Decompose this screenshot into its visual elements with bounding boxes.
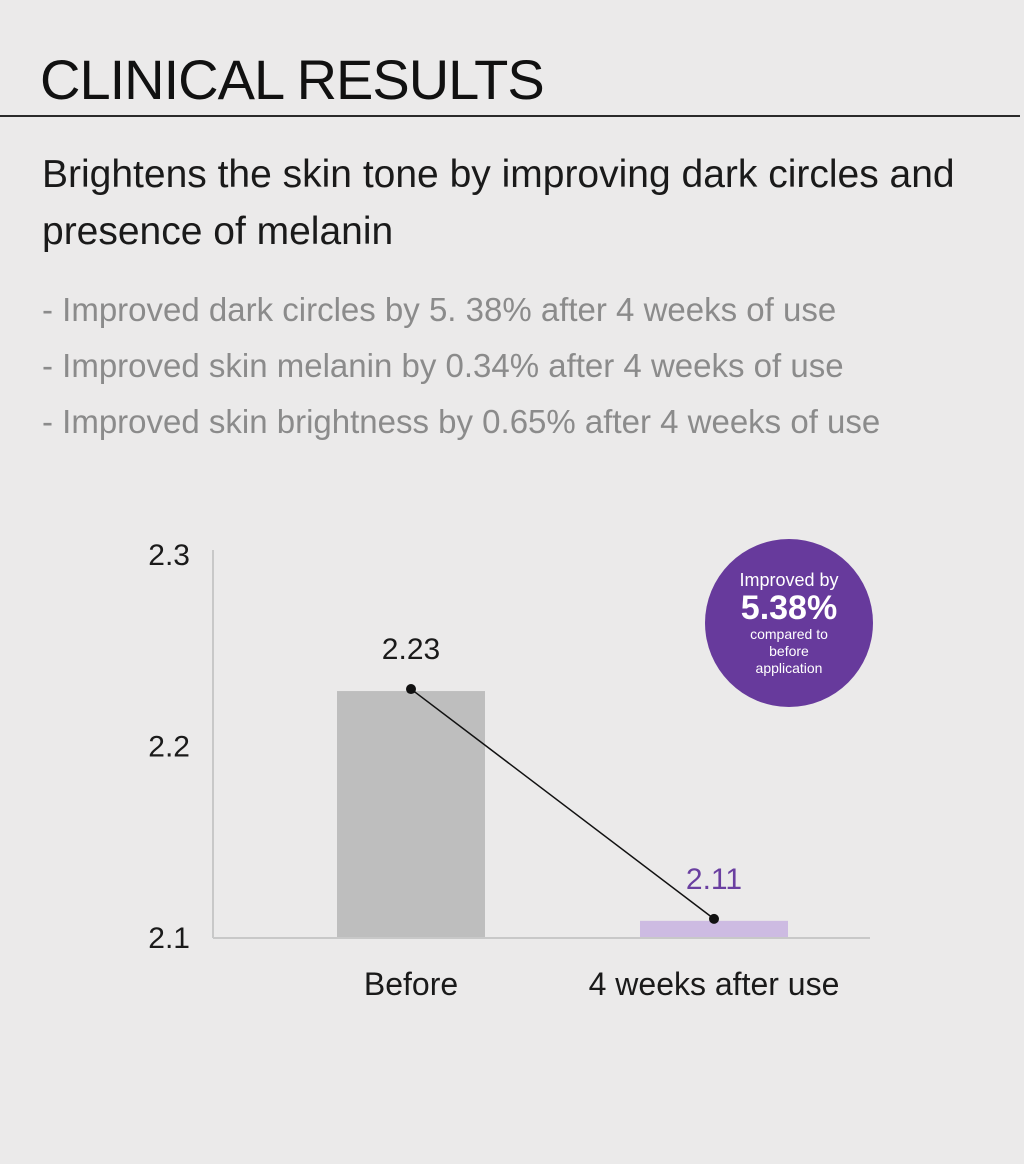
improvement-badge: Improved by 5.38% compared to before app… xyxy=(705,539,873,707)
result-item: - Improved skin melanin by 0.34% after 4… xyxy=(42,347,844,384)
data-label-1: 2.11 xyxy=(686,863,742,896)
result-item: - Improved skin brightness by 0.65% afte… xyxy=(42,403,881,440)
title-divider xyxy=(0,115,1020,117)
page-title: CLINICAL RESULTS xyxy=(40,48,545,111)
category-label-1: 4 weeks after use xyxy=(589,966,840,1002)
subtitle: Brightens the skin tone by improving dar… xyxy=(42,153,955,253)
badge-label: Improved by xyxy=(739,569,839,590)
bar-0 xyxy=(337,691,485,938)
trend-point-1 xyxy=(709,913,719,924)
badge-value: 5.38% xyxy=(740,588,838,627)
result-item: - Improved dark circles by 5. 38% after … xyxy=(42,291,837,328)
data-label-0: 2.23 xyxy=(382,633,440,666)
trend-point-0 xyxy=(406,684,416,695)
y-tick-label: 2.1 xyxy=(148,922,190,955)
y-tick-label: 2.2 xyxy=(148,731,190,764)
y-tick-label: 2.3 xyxy=(148,539,190,572)
category-label-0: Before xyxy=(364,966,458,1002)
results-list: - Improved dark circles by 5. 38% after … xyxy=(42,282,880,450)
bar-1 xyxy=(640,920,788,938)
badge-caption: compared to before application xyxy=(750,625,828,676)
trend-line xyxy=(410,688,715,920)
